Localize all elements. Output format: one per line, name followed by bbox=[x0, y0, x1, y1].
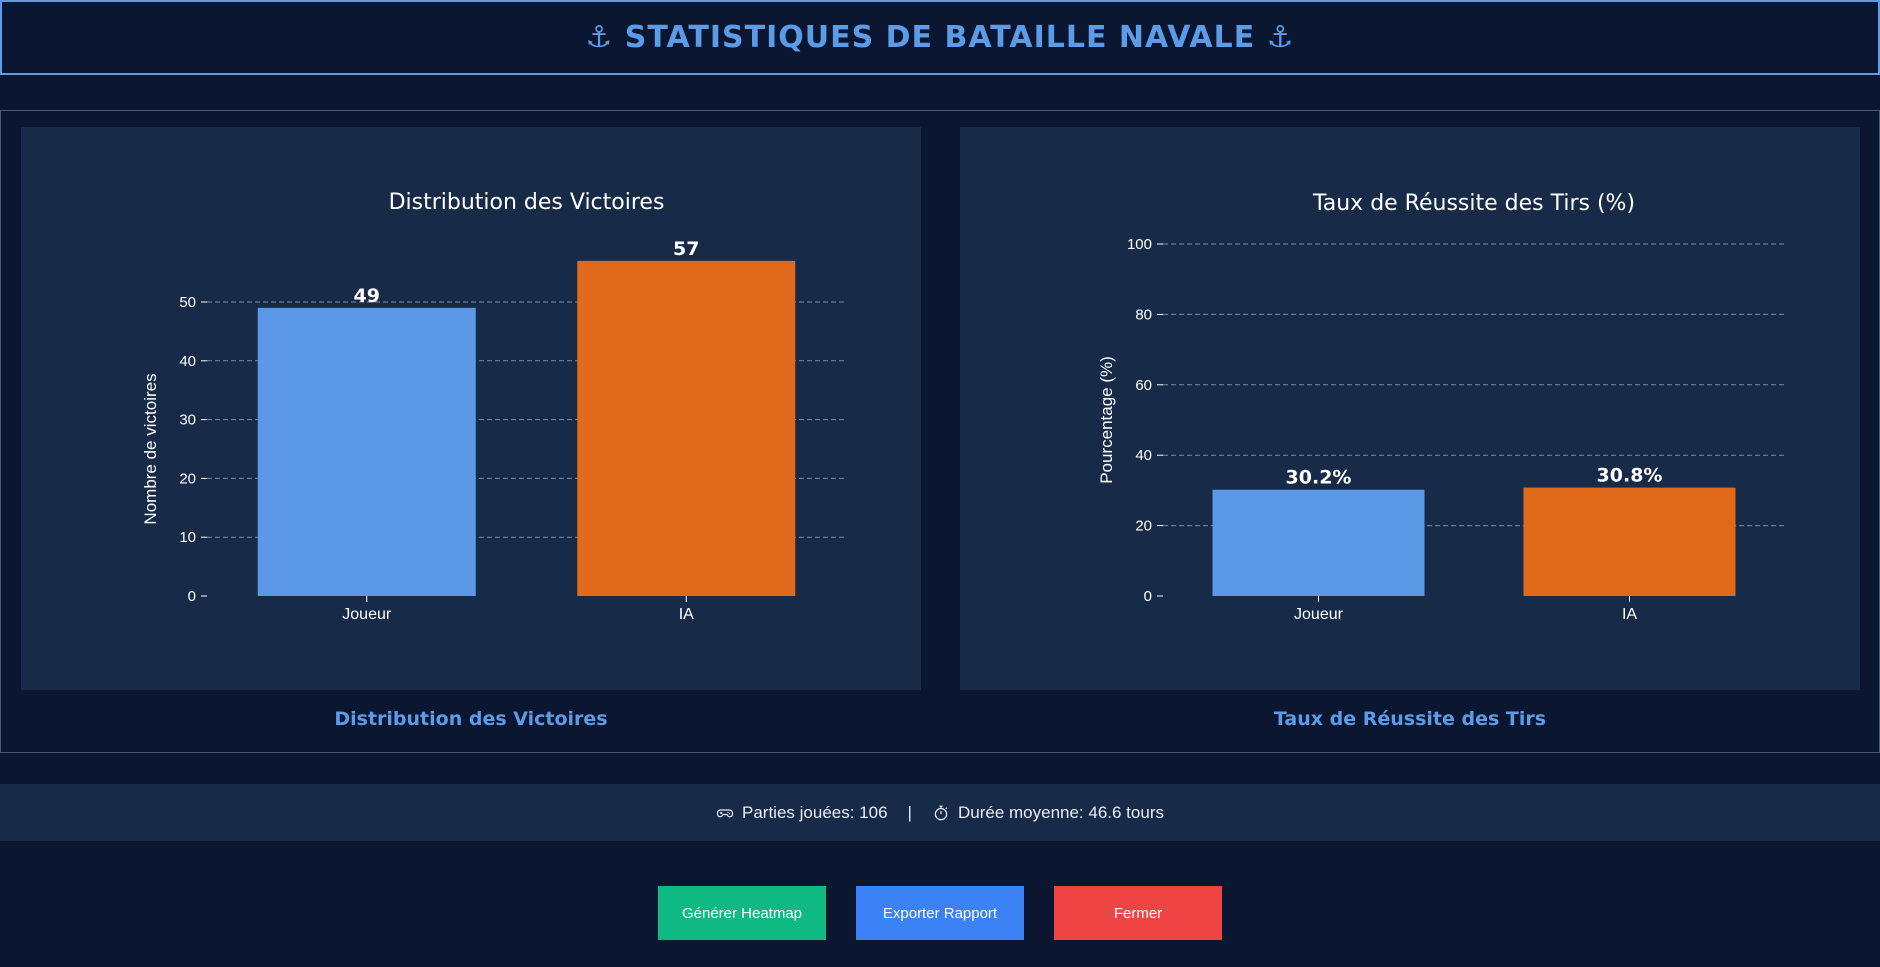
accuracy-chart: Taux de Réussite des Tirs (%) Pourcentage… bbox=[1097, 191, 1785, 623]
games-played-text: Parties jouées: 106 bbox=[742, 802, 888, 822]
summary-stats-bar: Parties jouées: 106 | Durée moyenne: 46.… bbox=[0, 784, 1880, 841]
chart-title: Taux de Réussite des Tirs (%) bbox=[1312, 191, 1635, 216]
average-duration-text: Durée moyenne: 46.6 tours bbox=[957, 802, 1164, 822]
bar-joueur bbox=[257, 307, 476, 596]
stopwatch-icon bbox=[934, 805, 948, 820]
bar-value-label: 30.2% bbox=[1286, 467, 1352, 489]
export-report-button[interactable]: Exporter Rapport bbox=[856, 886, 1024, 940]
y-tick-label: 10 bbox=[179, 529, 196, 546]
stats-separator: | bbox=[907, 802, 912, 822]
bar-value-label: 30.8% bbox=[1597, 465, 1663, 487]
victories-chart: Distribution des Victoires Nombre de vict… bbox=[141, 190, 846, 623]
y-tick-label: 40 bbox=[179, 353, 196, 370]
y-tick-label: 60 bbox=[1135, 377, 1152, 394]
x-tick-label: Joueur bbox=[342, 606, 392, 623]
victories-chart-card: Distribution des Victoires Nombre de vict… bbox=[21, 127, 921, 690]
gamepad-icon bbox=[716, 808, 734, 817]
y-tick-label: 30 bbox=[179, 412, 196, 429]
x-tick-label: Joueur bbox=[1294, 606, 1344, 623]
chart-title: Distribution des Victoires bbox=[389, 190, 665, 215]
y-tick-label: 50 bbox=[179, 294, 196, 311]
x-tick-label: IA bbox=[1622, 606, 1637, 623]
y-tick-label: 100 bbox=[1127, 236, 1152, 253]
y-axis-label: Nombre de victoires bbox=[141, 373, 160, 524]
x-tick-label: IA bbox=[679, 606, 694, 623]
y-tick-label: 0 bbox=[188, 588, 196, 605]
bar-ia bbox=[1523, 487, 1736, 596]
y-tick-label: 0 bbox=[1144, 588, 1152, 605]
action-buttons: Générer Heatmap Exporter Rapport Fermer bbox=[0, 886, 1880, 940]
y-tick-label: 20 bbox=[1135, 518, 1152, 535]
victories-caption: Distribution des Victoires bbox=[334, 708, 608, 730]
accuracy-caption: Taux de Réussite des Tirs bbox=[1273, 708, 1547, 730]
accuracy-chart-card: Taux de Réussite des Tirs (%) Pourcentage… bbox=[960, 127, 1860, 690]
y-axis-label: Pourcentage (%) bbox=[1097, 356, 1116, 484]
y-tick-label: 40 bbox=[1135, 447, 1152, 464]
close-button[interactable]: Fermer bbox=[1054, 886, 1222, 940]
generate-heatmap-button[interactable]: Générer Heatmap bbox=[658, 886, 826, 940]
bar-joueur bbox=[1212, 489, 1425, 596]
charts-panel: Distribution des Victoires Nombre de vict… bbox=[0, 110, 1880, 753]
bar-ia bbox=[577, 260, 796, 596]
y-tick-label: 20 bbox=[179, 470, 196, 487]
page-title: ⚓ STATISTIQUES DE BATAILLE NAVALE ⚓ bbox=[585, 20, 1295, 55]
bar-value-label: 49 bbox=[354, 285, 380, 307]
bar-value-label: 57 bbox=[673, 238, 699, 260]
y-tick-label: 80 bbox=[1135, 306, 1152, 323]
header-banner: ⚓ STATISTIQUES DE BATAILLE NAVALE ⚓ bbox=[0, 0, 1880, 75]
